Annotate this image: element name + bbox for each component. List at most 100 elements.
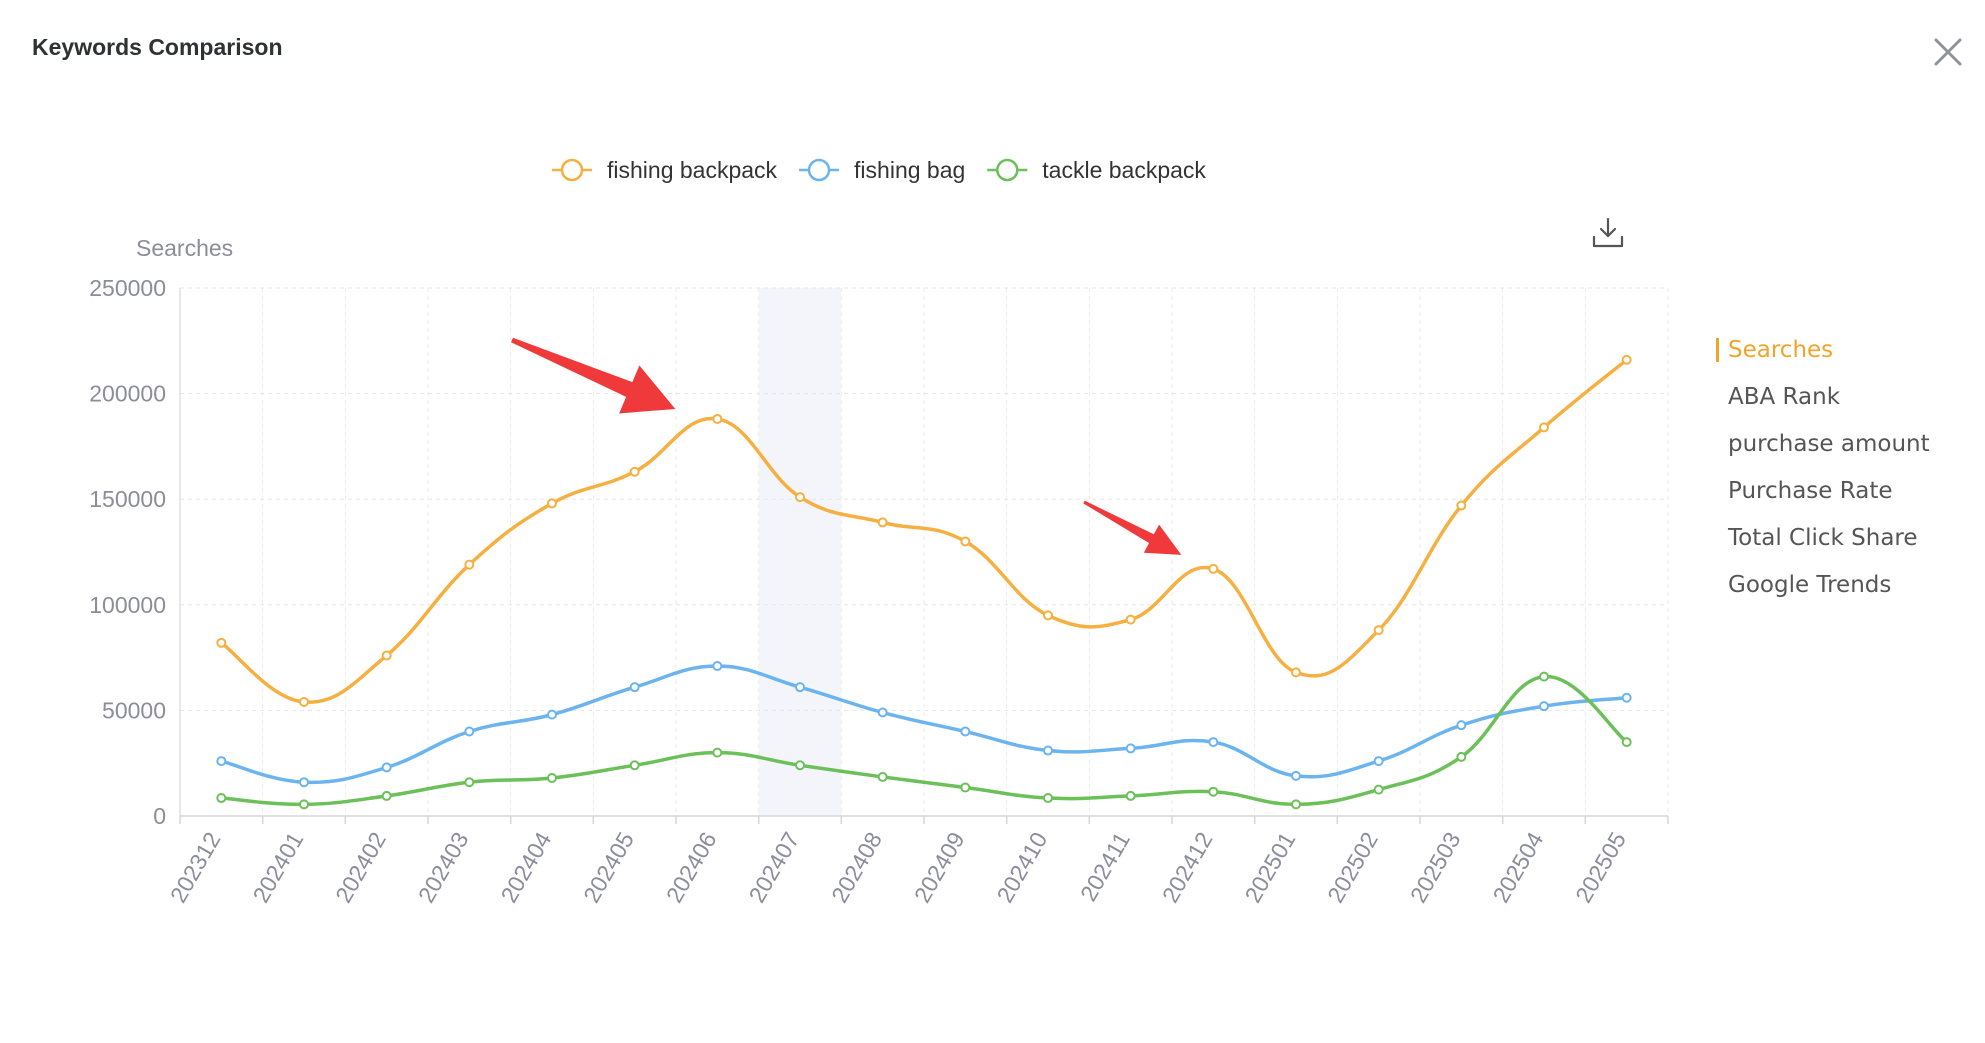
download-button[interactable] <box>1590 216 1626 252</box>
legend: fishing backpack fishing bag tackle backpa… <box>552 157 1206 183</box>
data-point[interactable] <box>1539 422 1549 433</box>
data-point[interactable] <box>1291 799 1301 810</box>
data-point[interactable] <box>464 726 475 737</box>
metric-purchase-amount[interactable]: purchase amount <box>1728 431 1930 457</box>
x-tick-label: 202401 <box>247 828 308 907</box>
close-icon <box>1934 38 1962 66</box>
data-point[interactable] <box>795 682 805 693</box>
data-point[interactable] <box>1291 770 1301 781</box>
data-point[interactable] <box>1125 614 1136 625</box>
highlight-band <box>758 288 842 816</box>
data-point[interactable] <box>464 777 475 788</box>
data-point[interactable] <box>795 492 805 503</box>
data-point[interactable] <box>629 466 640 477</box>
x-tick-label: 202412 <box>1157 828 1218 907</box>
data-point[interactable] <box>1208 737 1219 748</box>
data-point[interactable] <box>712 413 723 424</box>
metric-searches[interactable]: Searches <box>1716 330 1930 377</box>
data-point[interactable] <box>1621 737 1632 748</box>
x-tick-label: 202312 <box>165 828 226 907</box>
data-point[interactable] <box>1456 720 1467 731</box>
x-tick-label: 202411 <box>1075 828 1135 906</box>
data-point[interactable] <box>712 747 723 758</box>
x-tick-label: 202406 <box>661 828 722 907</box>
data-point[interactable] <box>547 709 557 720</box>
x-tick-label: 202408 <box>826 828 887 907</box>
legend-label: tackle backpack <box>1042 157 1206 183</box>
data-point[interactable] <box>795 760 805 771</box>
legend-item[interactable]: fishing backpack <box>552 157 778 183</box>
data-point[interactable] <box>1043 745 1053 756</box>
data-point[interactable] <box>547 498 557 509</box>
metric-google-trends[interactable]: Google Trends <box>1728 572 1892 598</box>
data-point[interactable] <box>1373 625 1384 636</box>
metric-aba-rank[interactable]: ABA Rank <box>1728 384 1841 410</box>
x-tick-label: 202403 <box>413 828 474 907</box>
data-point[interactable] <box>381 762 392 773</box>
data-point[interactable] <box>1373 756 1384 767</box>
y-tick-label: 200000 <box>89 381 166 407</box>
data-point[interactable] <box>299 777 309 788</box>
grid <box>179 287 1669 816</box>
data-point[interactable] <box>877 517 888 528</box>
data-point[interactable] <box>381 790 392 801</box>
data-point[interactable] <box>1621 692 1632 703</box>
legend-marker <box>996 158 1019 182</box>
metric-total-click-share[interactable]: Total Click Share <box>1728 525 1918 551</box>
x-tick-label: 202503 <box>1405 828 1466 907</box>
data-point[interactable] <box>1208 563 1219 574</box>
data-point[interactable] <box>960 782 971 793</box>
data-point[interactable] <box>960 536 971 547</box>
data-point[interactable] <box>299 799 309 810</box>
data-point[interactable] <box>1125 790 1136 801</box>
data-point[interactable] <box>1456 751 1467 762</box>
x-tick-label: 202409 <box>909 827 970 906</box>
data-point[interactable] <box>1621 354 1632 365</box>
data-point[interactable] <box>712 661 723 672</box>
y-tick-label: 100000 <box>89 592 166 618</box>
data-point[interactable] <box>1373 784 1384 795</box>
data-point[interactable] <box>1043 610 1053 621</box>
data-point[interactable] <box>1456 500 1467 511</box>
data-point[interactable] <box>1539 671 1549 682</box>
metric-selector: Searches ABA Rank purchase amount Purchase … <box>1716 330 1930 612</box>
series-fishing-backpack <box>216 354 1632 707</box>
data-point[interactable] <box>629 760 640 771</box>
x-tick-label: 202505 <box>1570 828 1631 907</box>
data-point[interactable] <box>216 637 227 648</box>
y-tick-label: 150000 <box>89 486 166 512</box>
legend-marker <box>807 158 831 182</box>
data-point[interactable] <box>960 726 971 737</box>
legend-label: fishing backpack <box>607 157 778 183</box>
series-line-fishing-bag <box>220 664 1627 785</box>
data-point[interactable] <box>1539 701 1549 712</box>
data-point[interactable] <box>877 707 888 718</box>
x-tick-label: 202502 <box>1322 828 1383 907</box>
series-fishing-bag <box>216 661 1632 788</box>
x-tick-label: 202405 <box>578 828 639 907</box>
x-tick-label: 202410 <box>991 828 1052 907</box>
data-point[interactable] <box>1125 743 1136 754</box>
x-tick-label: 202402 <box>330 828 391 907</box>
data-point[interactable] <box>547 772 557 783</box>
data-point[interactable] <box>877 771 888 782</box>
legend-item[interactable]: fishing bag <box>799 157 965 183</box>
dialog-title: Keywords Comparison <box>32 34 283 60</box>
legend-label: fishing bag <box>854 157 965 183</box>
x-tick-label: 202407 <box>743 828 804 907</box>
data-point[interactable] <box>1208 786 1219 797</box>
data-point[interactable] <box>464 559 475 570</box>
data-point[interactable] <box>381 650 392 661</box>
data-point[interactable] <box>216 793 227 804</box>
data-point[interactable] <box>299 696 309 707</box>
y-axis-label: Searches <box>136 235 233 261</box>
download-icon <box>1592 217 1624 248</box>
data-point[interactable] <box>1043 793 1053 804</box>
data-point[interactable] <box>629 682 640 693</box>
data-point[interactable] <box>1291 667 1301 678</box>
close-button[interactable] <box>1930 34 1966 70</box>
legend-item[interactable]: tackle backpack <box>987 157 1206 183</box>
metric-purchase-rate[interactable]: Purchase Rate <box>1728 478 1893 504</box>
data-point[interactable] <box>216 756 227 767</box>
